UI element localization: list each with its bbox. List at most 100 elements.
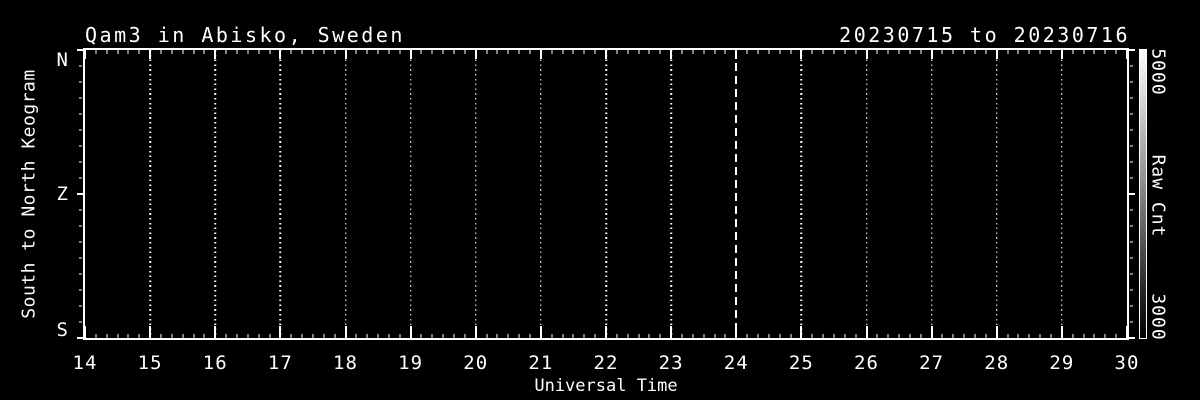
x-minor-tick	[171, 334, 173, 338]
x-minor-tick	[974, 334, 976, 338]
colorbar-max-label: 5000	[1147, 48, 1169, 96]
x-minor-tick-top	[790, 50, 792, 54]
x-minor-tick	[746, 334, 748, 338]
x-minor-tick	[420, 334, 422, 338]
y-tick-label-n: N	[56, 49, 68, 71]
gridline-hour-23	[670, 50, 672, 338]
x-axis-title: Universal Time	[534, 376, 678, 396]
y-minor-tick	[79, 321, 82, 323]
x-minor-tick	[855, 334, 857, 338]
gridline-hour-18	[344, 50, 347, 338]
x-minor-tick	[236, 334, 238, 338]
x-minor-tick-top	[247, 50, 249, 54]
y-minor-tick	[79, 257, 82, 259]
y-minor-tick	[1130, 161, 1133, 163]
x-minor-tick	[757, 334, 759, 338]
x-minor-tick-top	[355, 50, 357, 54]
x-major-tick	[800, 326, 803, 338]
x-major-tick-top	[1126, 50, 1128, 59]
x-major-tick	[865, 326, 868, 338]
x-minor-tick-top	[1083, 50, 1085, 54]
x-minor-tick	[985, 334, 987, 338]
x-tick-label: 24	[723, 352, 749, 374]
y-minor-tick	[1130, 209, 1133, 211]
x-minor-tick	[442, 334, 444, 338]
y-minor-tick	[79, 241, 82, 243]
x-minor-tick	[258, 334, 260, 338]
x-minor-tick-top	[518, 50, 520, 54]
x-minor-tick-top	[442, 50, 444, 54]
x-major-tick-top	[279, 50, 282, 59]
x-minor-tick-top	[453, 50, 455, 54]
x-tick-label: 19	[398, 352, 424, 374]
colorbar-gradient	[1139, 49, 1147, 339]
x-minor-tick	[290, 334, 292, 338]
x-minor-tick-top	[225, 50, 227, 54]
x-minor-tick-top	[507, 50, 509, 54]
x-minor-tick	[833, 334, 835, 338]
x-minor-tick	[1050, 334, 1052, 338]
x-major-tick-top	[474, 50, 477, 59]
x-minor-tick-top	[724, 50, 726, 54]
y-minor-tick	[79, 209, 82, 211]
x-minor-tick	[203, 334, 205, 338]
x-minor-tick	[377, 334, 379, 338]
x-minor-tick-top	[1007, 50, 1009, 54]
x-minor-tick-top	[985, 50, 987, 54]
gridline-hour-27	[930, 50, 933, 338]
x-major-tick-top	[344, 50, 347, 59]
x-minor-tick-top	[1039, 50, 1041, 54]
y-minor-tick	[1130, 241, 1133, 243]
x-minor-tick	[768, 334, 770, 338]
x-minor-tick-top	[583, 50, 585, 54]
x-minor-tick-top	[746, 50, 748, 54]
y-minor-tick	[1130, 257, 1133, 259]
x-tick-label: 26	[854, 352, 879, 374]
x-minor-tick-top	[1093, 50, 1095, 54]
x-tick-label: 21	[528, 352, 554, 374]
x-minor-tick-top	[290, 50, 292, 54]
x-minor-tick-top	[616, 50, 618, 54]
x-minor-tick-top	[855, 50, 857, 54]
x-minor-tick	[724, 334, 726, 338]
reference-line-hour-24	[735, 50, 738, 338]
x-major-tick-top	[800, 50, 803, 59]
x-minor-tick	[638, 334, 640, 338]
x-minor-tick-top	[594, 50, 596, 54]
x-minor-tick	[714, 334, 716, 338]
x-minor-tick	[95, 334, 97, 338]
y-tick-label-z: Z	[56, 183, 68, 205]
x-tick-label: 27	[919, 352, 945, 374]
x-minor-tick-top	[431, 50, 433, 54]
x-major-tick	[995, 326, 998, 338]
x-minor-tick	[225, 334, 227, 338]
x-minor-tick	[323, 334, 325, 338]
x-minor-tick	[486, 334, 488, 338]
x-major-tick-top	[930, 50, 933, 59]
x-minor-tick-top	[160, 50, 162, 54]
x-minor-tick-top	[768, 50, 770, 54]
x-minor-tick	[844, 334, 846, 338]
y-minor-tick	[79, 65, 82, 67]
x-minor-tick	[399, 334, 401, 338]
y-tick-label-s: S	[56, 319, 68, 341]
x-major-tick-top	[214, 50, 217, 59]
x-minor-tick-top	[703, 50, 705, 54]
x-minor-tick	[1039, 334, 1041, 338]
x-minor-tick-top	[95, 50, 97, 54]
y-minor-tick	[1130, 225, 1133, 227]
x-minor-tick-top	[464, 50, 466, 54]
x-minor-tick	[193, 334, 195, 338]
x-minor-tick	[1115, 334, 1117, 338]
gridline-hour-26	[865, 50, 868, 338]
y-minor-tick	[1130, 129, 1133, 131]
x-tick-label: 30	[1114, 352, 1140, 374]
x-minor-tick	[1083, 334, 1085, 338]
y-minor-tick	[79, 97, 82, 99]
x-minor-tick	[779, 334, 781, 338]
x-tick-label: 16	[202, 352, 228, 374]
x-minor-tick	[952, 334, 954, 338]
colorbar-title: Raw Cnt	[1147, 154, 1169, 238]
x-minor-tick	[572, 334, 574, 338]
